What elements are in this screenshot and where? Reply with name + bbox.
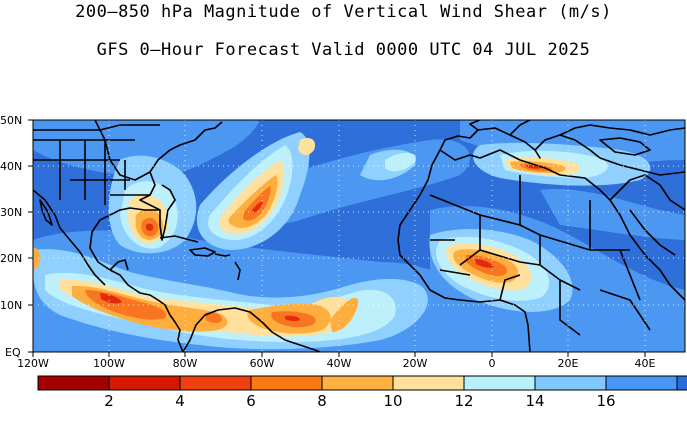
colorbar-swatch [108,375,181,391]
colorbar-label: 14 [525,392,544,410]
chart-subtitle: GFS 0–Hour Forecast Valid 0000 UTC 04 JU… [96,40,591,60]
colorbar-label: 12 [454,392,473,410]
lat-label: 20N [0,252,22,265]
colorbar-swatch [463,375,536,391]
gridlines [33,120,685,352]
latitude-labels: 50N 40N 30N 20N 10N EQ [0,114,22,359]
colorbar-swatch [37,375,110,391]
lat-label: 50N [0,114,22,127]
lon-label: 40W [327,357,352,370]
lon-label: 0 [489,357,496,370]
longitude-labels: 120W 100W 80W 60W 40W 20W 0 20E 40E [17,357,655,370]
colorbar-label: 4 [175,392,185,410]
lon-label: 120W [17,357,49,370]
coastlines [33,120,685,352]
colorbar-label: 2 [104,392,114,410]
colorbar [37,375,687,391]
colorbar-swatch [392,375,465,391]
colorbar-swatch [676,375,687,391]
colorbar-label: 16 [596,392,615,410]
colorbar-swatch [179,375,252,391]
lon-label: 20E [558,357,579,370]
colorbar-swatch [321,375,394,391]
lat-label: 10N [0,299,22,312]
axis-ticks [28,119,646,357]
colorbar-label: 6 [246,392,256,410]
lon-label: 80W [173,357,198,370]
lat-label: EQ [5,346,21,359]
lat-label: 30N [0,206,22,219]
colorbar-swatch [534,375,607,391]
colorbar-label: 10 [383,392,402,410]
colorbar-swatch [250,375,323,391]
red-shear-cores [100,165,542,322]
map-frame [32,119,686,353]
lon-label: 20W [403,357,428,370]
chart-title: 200–850 hPa Magnitude of Vertical Wind S… [75,2,612,22]
colorbar-labels: 2 4 6 8 10 12 14 16 [104,392,615,410]
colorbar-swatch [605,375,678,391]
lat-label: 40N [0,160,22,173]
lon-label: 40E [635,357,656,370]
lon-label: 100W [93,357,125,370]
lon-label: 60W [250,357,275,370]
colorbar-label: 8 [317,392,327,410]
shear-field [33,120,685,352]
